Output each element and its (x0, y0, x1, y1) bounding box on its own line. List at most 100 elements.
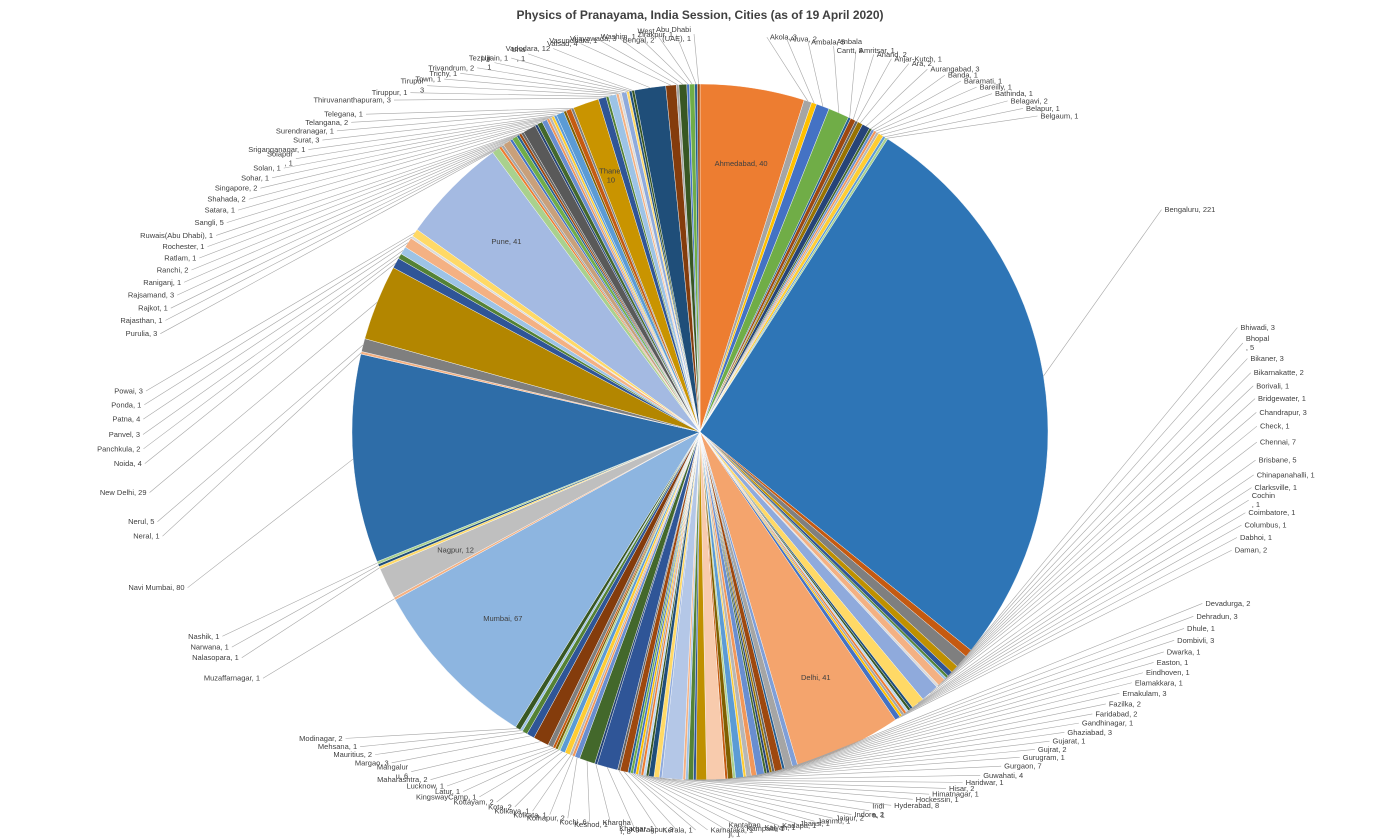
leader-line (783, 628, 1185, 771)
pie-slice-95 (351, 353, 701, 562)
data-label: West (637, 26, 655, 35)
leader-line (644, 775, 797, 824)
data-label: Noida, 4 (114, 459, 142, 468)
data-label: Tezpur (469, 54, 492, 63)
leader-line (880, 100, 1008, 136)
leader-line (672, 778, 892, 806)
leader-line (905, 512, 1246, 714)
leader-line (647, 775, 815, 822)
data-label: , 1 (1252, 500, 1260, 509)
data-label: Khargar, 1 (619, 824, 654, 833)
leader-line (909, 487, 1252, 711)
leader-line (856, 58, 892, 122)
data-label: Guwahati, 4 (983, 771, 1023, 780)
leader-line (686, 779, 930, 795)
leader-line (143, 242, 409, 420)
data-label: Dhule, 1 (1187, 624, 1215, 633)
data-label: ji, 1 (728, 829, 741, 838)
data-label: Kampala, 1 (746, 824, 784, 833)
leader-line (586, 761, 590, 822)
data-label-inside: Thane, (599, 167, 622, 176)
data-label: Cantt, 8 (837, 46, 863, 55)
data-label: Gurugram, 1 (1023, 753, 1065, 762)
data-label: Jaipur, 2 (836, 814, 864, 823)
data-label: Bikarnakatte, 2 (1254, 368, 1304, 377)
data-label: Chennai, 7 (1260, 438, 1296, 447)
leader-line (875, 86, 977, 132)
leader-line (248, 122, 540, 200)
data-label: Ghaziabad, 3 (1067, 728, 1112, 737)
data-label: Ranchi, 2 (157, 266, 189, 275)
data-label: Raniganj, 1 (143, 278, 181, 287)
data-label: Surat, 3 (293, 136, 319, 145)
leader-line (961, 342, 1244, 662)
leader-line (619, 38, 683, 85)
leader-line (241, 567, 380, 658)
leader-line (143, 255, 400, 450)
leader-line (553, 48, 651, 88)
data-label: Washim, 1 (601, 32, 636, 41)
data-label: Belapur, 1 (1026, 104, 1060, 113)
data-label: Bridgewater, 1 (1258, 394, 1306, 403)
leader-line (886, 115, 1038, 139)
leader-lines (142, 34, 1258, 831)
data-label: Narwana, 1 (190, 643, 228, 652)
leader-line (222, 562, 378, 637)
leader-line (907, 499, 1249, 712)
data-label: Faridabad, 2 (1095, 709, 1137, 718)
data-label: Sriganganagar, 1 (248, 145, 305, 154)
data-label: Navi Mumbai, 80 (128, 583, 184, 592)
data-label: Vasundhara, 1 (549, 36, 597, 45)
data-label: Margao, 3 (355, 758, 389, 767)
data-label: Trichy, 1 (429, 69, 457, 78)
data-label: Dabhoi, 1 (1240, 533, 1272, 542)
data-label: Khargha (602, 818, 631, 827)
data-label: Hisar, 2 (949, 784, 974, 793)
leader-line (852, 54, 875, 120)
data-label: Kantaban (729, 820, 761, 829)
data-label: Borivali, 1 (1256, 381, 1289, 390)
leader-line (660, 777, 870, 811)
leader-line (511, 57, 631, 92)
data-label-inside: Nagpur, 12 (437, 546, 474, 555)
data-label: Nalasopara, 1 (192, 653, 239, 662)
data-label: Columbus, 1 (1244, 521, 1286, 530)
leader-line (778, 640, 1175, 772)
leader-line (636, 773, 744, 829)
leader-line (460, 73, 621, 94)
data-label: Bikaner, 3 (1250, 354, 1283, 363)
leader-line (427, 85, 613, 96)
leader-line (549, 756, 574, 815)
leader-line (651, 776, 833, 819)
data-label: Purulia, 3 (126, 329, 158, 338)
leader-line (701, 775, 981, 781)
data-label: Tirupur (401, 77, 425, 86)
leader-line (954, 358, 1248, 670)
data-label: Mehsana, 1 (318, 742, 357, 751)
data-label: Trivandrum, 2 (428, 63, 474, 72)
leader-line (446, 747, 555, 787)
data-label: Banda, 1 (948, 71, 978, 80)
leader-line (773, 651, 1164, 773)
leader-line (690, 779, 947, 789)
data-label: Kota, 2 (488, 802, 512, 811)
data-label: Ponda, 1 (111, 400, 141, 409)
leader-line (262, 598, 395, 679)
leader-line (477, 67, 624, 93)
data-label: Vadodara, 12 (506, 44, 550, 53)
leader-line (634, 773, 726, 830)
leader-line (739, 732, 1065, 779)
leader-line (734, 740, 1050, 779)
data-label: Devadurga, 2 (1205, 599, 1250, 608)
leader-line (308, 115, 556, 150)
leader-line (479, 749, 559, 798)
data-label: a, 1 (872, 811, 885, 820)
leader-line (730, 749, 1035, 779)
leader-line (929, 441, 1258, 694)
leader-line (715, 765, 1002, 780)
data-label: Sangli, 5 (195, 218, 224, 227)
data-label: Cochin (1252, 491, 1275, 500)
leader-line (322, 113, 561, 141)
